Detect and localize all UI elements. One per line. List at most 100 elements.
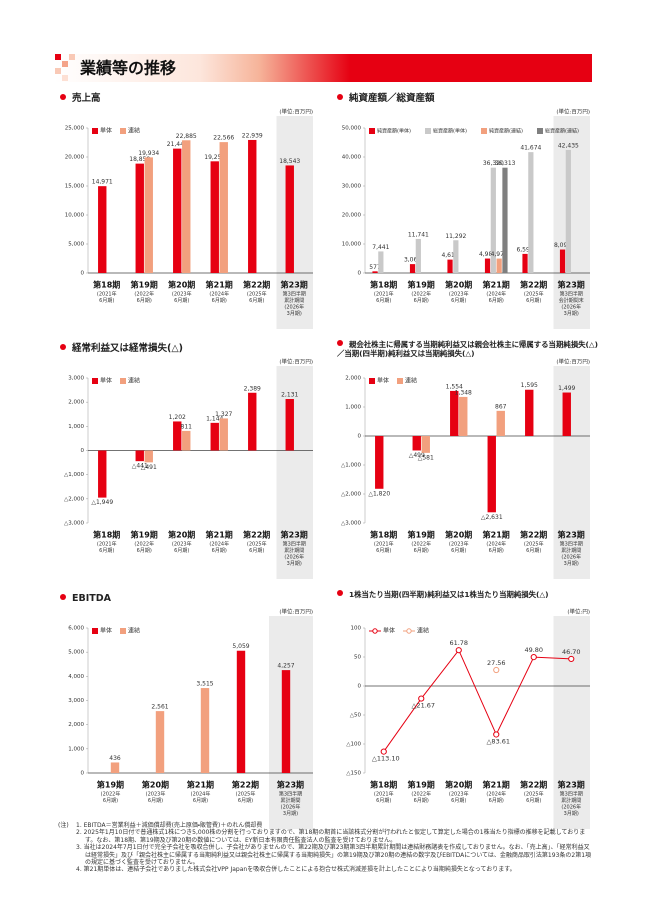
x-tick-sublabel: 6月期)	[249, 298, 264, 304]
highlight-column	[269, 616, 313, 829]
y-tick-label: △150	[346, 771, 361, 777]
value-label: 1,144	[206, 415, 223, 422]
y-tick-label: 0	[81, 771, 85, 777]
y-tick-label: 25,000	[65, 126, 85, 132]
x-tick-sublabel: 3月期)	[564, 561, 579, 567]
value-label: △441	[132, 463, 148, 470]
value-label: 1,499	[558, 385, 575, 392]
unit-label: (単位:円)	[567, 608, 590, 616]
y-tick-label: 50	[354, 655, 361, 661]
x-tick-sublabel: (2023年	[449, 541, 469, 548]
bar	[496, 410, 505, 436]
x-tick-sublabel: 6月期)	[174, 298, 189, 304]
highlight-column	[276, 116, 313, 329]
x-tick-label: 第21期	[483, 780, 510, 790]
x-tick-sublabel: (2021年	[374, 291, 394, 298]
y-tick-label: 5,000	[68, 650, 84, 656]
legend-marker	[372, 628, 378, 634]
x-tick-sublabel: 3月期)	[287, 561, 302, 567]
chart-title: EBITDA	[60, 593, 320, 605]
bar	[98, 450, 107, 498]
x-tick-sublabel: 6月期)	[526, 548, 541, 554]
value-label: 22,566	[213, 135, 234, 142]
x-tick-sublabel: (2024年	[209, 541, 229, 548]
y-tick-label: 2,000	[68, 722, 84, 728]
x-tick-sublabel: 6月期)	[451, 798, 466, 804]
x-tick-sublabel: 6月期)	[526, 298, 541, 304]
value-label: 1,595	[521, 382, 538, 389]
value-label: 61.78	[449, 639, 468, 647]
x-tick-label: 第22期	[520, 280, 547, 290]
x-tick-label: 第22期	[243, 530, 270, 540]
bar	[372, 271, 378, 273]
value-label: 11,741	[408, 231, 429, 238]
chart-title: 売上高	[60, 93, 320, 105]
value-label: 867	[495, 403, 507, 410]
highlight-column	[553, 116, 590, 329]
bar	[421, 436, 430, 453]
x-tick-label: 第22期	[232, 780, 259, 790]
value-label: 811	[181, 423, 193, 430]
x-tick-label: 第20期	[445, 280, 472, 290]
x-tick-label: 第18期	[93, 530, 120, 540]
x-tick-sublabel: (2024年	[209, 291, 229, 298]
value-label: 19,256	[204, 154, 225, 161]
bar	[412, 436, 421, 451]
value-label: 27.56	[487, 659, 506, 667]
x-tick-sublabel: 6月期)	[137, 548, 152, 554]
x-tick-label: 第19期	[97, 780, 124, 790]
value-label: △491	[141, 464, 157, 471]
title-bullet	[337, 590, 343, 596]
bar	[173, 148, 182, 273]
bar	[144, 157, 153, 273]
x-tick-sublabel: (2022年	[411, 291, 431, 298]
legend-swatch	[92, 128, 98, 134]
value-label: 41,674	[520, 145, 541, 152]
x-tick-sublabel: 第3四半期	[560, 791, 583, 798]
legend-label: 単体	[100, 627, 112, 635]
legend-marker	[406, 628, 412, 634]
bar	[490, 167, 496, 273]
legend-label: 連結	[128, 377, 140, 385]
bar	[378, 251, 384, 273]
note-items: 1. EBITDA＝営業利益＋減価償却費(売上原価・販管費)＋のれん償却費 2. …	[76, 822, 594, 874]
y-tick-label: 0	[358, 434, 362, 440]
title-bullet	[60, 594, 66, 600]
title-bullet	[337, 94, 343, 100]
legend-label: 総資産額(連結)	[545, 128, 579, 135]
value-label: 18,858	[129, 156, 150, 163]
legend-swatch	[120, 628, 126, 634]
chart-title-text: 1株当たり当期(四半期)純利益又は1株当たり当期純損失(△)	[349, 590, 549, 599]
x-tick-label: 第22期	[520, 780, 547, 790]
bar	[155, 711, 165, 773]
unit-label: (単位:百万円)	[279, 608, 313, 616]
x-tick-sublabel: 6月期)	[414, 798, 429, 804]
x-tick-sublabel: 6月期)	[103, 798, 118, 804]
x-tick-sublabel: 6月期)	[451, 548, 466, 554]
x-tick-sublabel: 6月期)	[212, 548, 227, 554]
x-tick-label: 第19期	[131, 280, 158, 290]
x-tick-sublabel: (2024年	[486, 291, 506, 298]
y-tick-label: 1,000	[68, 746, 84, 752]
y-tick-label: 20,000	[65, 155, 85, 161]
y-tick-label: △2,000	[64, 496, 84, 502]
x-tick-sublabel: 3月期)	[283, 811, 298, 817]
value-label: 7,441	[372, 244, 389, 251]
point	[493, 666, 500, 674]
legend-label: 単体	[383, 627, 395, 635]
y-tick-label: 100	[351, 626, 362, 632]
bar	[447, 259, 453, 273]
bar	[487, 436, 496, 513]
bar	[450, 390, 459, 436]
bar	[182, 140, 191, 273]
point	[418, 695, 425, 702]
legend-label: 単体	[100, 377, 112, 385]
x-tick-sublabel: 3月期)	[564, 811, 579, 817]
x-tick-sublabel: (2021年	[97, 291, 117, 298]
value-label: 1,554	[446, 383, 463, 390]
y-tick-label: △100	[346, 742, 361, 748]
x-tick-sublabel: (2024年	[486, 541, 506, 548]
x-tick-sublabel: 累計期間	[284, 297, 304, 304]
bar	[484, 258, 491, 273]
